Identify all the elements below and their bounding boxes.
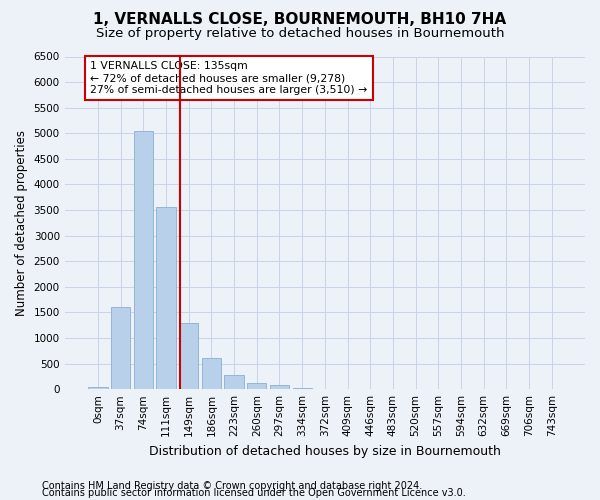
X-axis label: Distribution of detached houses by size in Bournemouth: Distribution of detached houses by size … [149,444,501,458]
Bar [202,358,221,389]
Bar [111,308,130,389]
Text: 1 VERNALLS CLOSE: 135sqm
← 72% of detached houses are smaller (9,278)
27% of sem: 1 VERNALLS CLOSE: 135sqm ← 72% of detach… [90,62,367,94]
Bar [157,208,176,389]
Text: Size of property relative to detached houses in Bournemouth: Size of property relative to detached ho… [96,28,504,40]
Bar [247,382,266,389]
Bar [179,322,199,389]
Bar [88,386,107,389]
Bar [270,385,289,389]
Bar [134,130,153,389]
Text: Contains public sector information licensed under the Open Government Licence v3: Contains public sector information licen… [42,488,466,498]
Bar [224,375,244,389]
Text: 1, VERNALLS CLOSE, BOURNEMOUTH, BH10 7HA: 1, VERNALLS CLOSE, BOURNEMOUTH, BH10 7HA [94,12,506,28]
Bar [293,388,312,389]
Text: Contains HM Land Registry data © Crown copyright and database right 2024.: Contains HM Land Registry data © Crown c… [42,481,422,491]
Y-axis label: Number of detached properties: Number of detached properties [15,130,28,316]
